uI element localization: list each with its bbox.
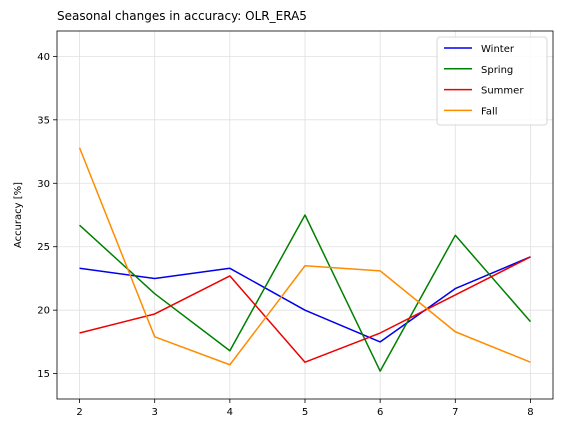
x-tick-label: 3 <box>152 407 158 418</box>
x-tick-label: 4 <box>227 407 233 418</box>
y-tick-label: 25 <box>37 242 50 253</box>
legend-label-summer: Summer <box>481 86 524 97</box>
x-tick-label: 2 <box>76 407 82 418</box>
legend-label-fall: Fall <box>481 106 498 117</box>
y-tick-label: 30 <box>37 179 50 190</box>
y-axis-label: Accuracy [%] <box>13 182 24 248</box>
legend-box <box>436 36 548 126</box>
y-axis: 15 20 25 30 35 40 <box>37 52 57 380</box>
x-tick-label: 8 <box>527 407 533 418</box>
series-line-winter <box>79 256 531 343</box>
y-tick-label: 35 <box>37 115 50 126</box>
x-tick-label: 5 <box>302 407 308 418</box>
x-tick-label: 6 <box>377 407 383 418</box>
series-layer <box>78 147 532 372</box>
legend-label-winter: Winter <box>481 44 515 55</box>
chart-title: Seasonal changes in accuracy: OLR_ERA5 <box>57 9 307 23</box>
x-axis: 2 3 4 5 6 7 8 <box>76 399 534 418</box>
y-tick-label: 40 <box>37 52 50 63</box>
y-tick-label: 15 <box>37 369 50 380</box>
series-line-summer <box>79 256 531 363</box>
legend-label-spring: Spring <box>481 65 513 76</box>
series-line-fall <box>78 147 531 366</box>
y-tick-label: 20 <box>37 306 50 317</box>
x-tick-label: 7 <box>452 407 458 418</box>
legend: Winter Spring Summer Fall <box>436 36 548 126</box>
series-line-spring <box>79 214 532 372</box>
